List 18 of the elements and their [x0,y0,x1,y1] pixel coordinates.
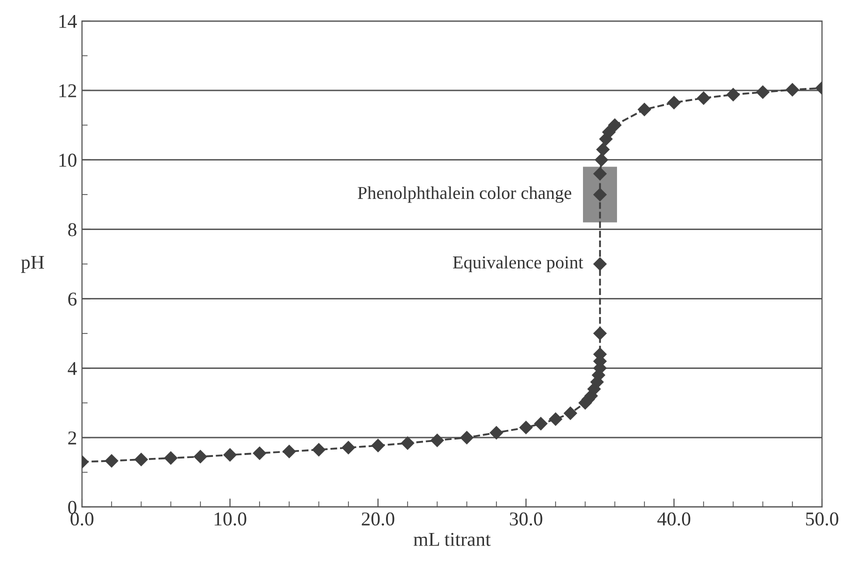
x-tick-label: 0.0 [70,512,94,526]
y-axis-title: pH [21,256,44,273]
x-tick-label: 10.0 [214,512,246,526]
annotation: Equivalence point [452,256,584,272]
y-tick-label: 0 [68,500,76,514]
x-tick-label: 40.0 [657,512,690,526]
y-tick-label: 8 [68,223,76,236]
y-tick-label: 14 [59,14,77,28]
x-tick-label: 50.0 [806,512,838,526]
series-label: Phenolphthalein color change [358,186,572,203]
x-tick-label: 20.0 [362,512,394,526]
x-axis-title: mL titrant [414,532,491,546]
y-tick-label: 4 [68,362,77,375]
y-tick-label: 10 [59,154,76,167]
x-tick-label: 30.0 [510,512,542,526]
y-tick-label: 6 [68,292,77,306]
y-tick-label: 2 [68,431,76,444]
y-tick-label: 12 [59,84,76,98]
